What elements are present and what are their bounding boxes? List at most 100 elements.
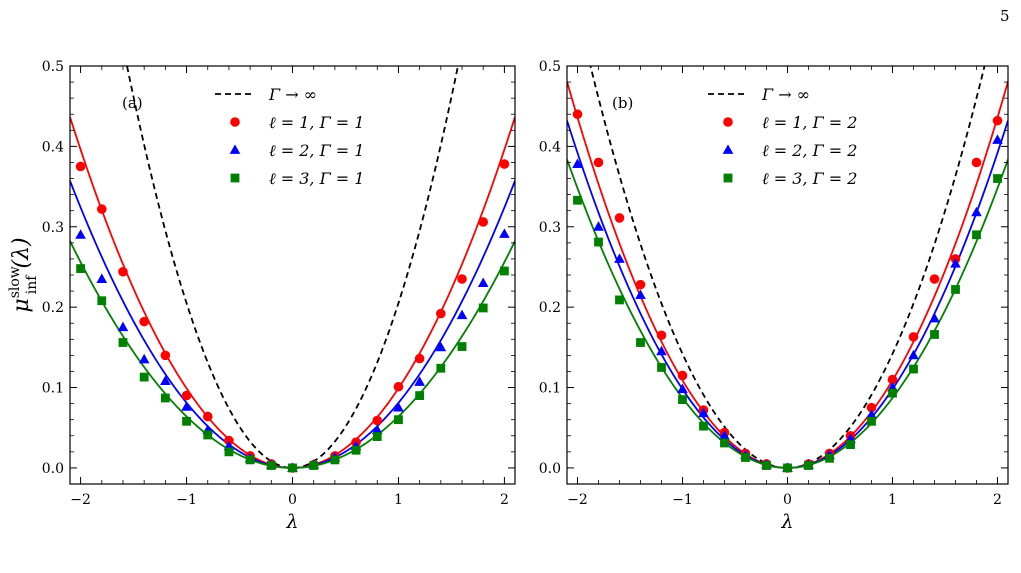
data-point-series-2 <box>992 134 1003 144</box>
data-point-series-3 <box>930 330 939 339</box>
data-point-series-3 <box>888 388 897 398</box>
data-point-series-3 <box>457 342 467 351</box>
legend: Γ → ∞ ℓ = 1, Γ = 1 ℓ = 2, Γ = 1 ℓ = 3, Γ = … <box>215 85 364 188</box>
y-tick-label: 0.4 <box>539 139 561 155</box>
data-point-series-2 <box>499 228 510 238</box>
data-point-series-2 <box>908 349 919 360</box>
data-point-series-3 <box>436 363 446 373</box>
data-point-series-3 <box>139 372 149 382</box>
data-point-series-2 <box>698 407 709 418</box>
data-point-series-3 <box>330 455 340 465</box>
x-tick-label: 2 <box>993 492 1002 508</box>
data-point-series-3 <box>573 195 582 205</box>
data-point-series-1 <box>635 279 646 290</box>
data-point-series-2 <box>393 402 404 412</box>
data-point-series-3 <box>951 285 960 294</box>
data-point-series-2 <box>477 277 489 287</box>
data-point-series-2 <box>971 206 982 217</box>
data-point-series-3 <box>762 461 771 470</box>
x-axis-label: λ <box>285 511 298 533</box>
data-point-series-3 <box>97 296 107 306</box>
data-point-series-1 <box>224 435 234 446</box>
data-point-series-2 <box>181 401 192 411</box>
data-point-series-3 <box>699 421 708 431</box>
data-point-series-1 <box>971 157 982 168</box>
data-point-series-1 <box>499 159 510 169</box>
y-tick-label: 0.3 <box>42 220 64 236</box>
data-point-series-3 <box>309 461 319 470</box>
data-point-series-3 <box>636 338 645 347</box>
data-point-series-1 <box>656 330 667 341</box>
y-tick-label: 0.5 <box>539 59 561 75</box>
data-point-series-1 <box>118 266 128 277</box>
data-point-series-2 <box>866 409 877 419</box>
data-point-series-3 <box>972 230 981 240</box>
data-point-series-1 <box>887 374 898 385</box>
legend-marker-series-3 <box>230 173 240 183</box>
data-point-series-2 <box>138 353 150 364</box>
data-point-series-1 <box>677 370 688 381</box>
data-point-series-2 <box>75 229 86 239</box>
data-point-series-1 <box>414 353 425 364</box>
x-axis-label: λ <box>780 511 793 533</box>
x-tick-label: 0 <box>783 492 792 508</box>
ticks: −2 −1 0 1 2 0.0 0.1 0.2 0.3 0.4 0.5 <box>539 59 1008 508</box>
legend-marker-series-1 <box>723 117 733 127</box>
data-point-series-2 <box>719 430 730 440</box>
data-point-series-2 <box>96 273 108 283</box>
data-point-series-3 <box>594 237 603 247</box>
data-point-series-3 <box>500 266 509 276</box>
data-point-series-3 <box>372 432 382 441</box>
data-point-series-3 <box>394 415 403 425</box>
data-point-series-1 <box>75 161 86 172</box>
data-point-series-1 <box>478 217 489 227</box>
legend-label: ℓ = 3, Γ = 2 <box>762 169 857 188</box>
x-tick-label: −1 <box>672 492 693 508</box>
fit-curve-series-2 <box>70 180 515 469</box>
legend-label: Γ → ∞ <box>268 85 317 104</box>
data-point-series-1 <box>908 332 919 342</box>
data-point-series-3 <box>804 461 813 470</box>
legend-marker-series-2 <box>229 144 241 154</box>
data-point-series-1 <box>992 115 1003 126</box>
data-point-series-1 <box>139 316 149 327</box>
data-point-series-3 <box>203 430 213 440</box>
data-point-series-2 <box>614 253 625 263</box>
fit-curve-series-1 <box>567 81 1008 469</box>
data-point-series-2 <box>371 424 383 435</box>
data-point-series-1 <box>457 274 467 284</box>
legend-marker-series-2 <box>722 144 734 154</box>
data-point-series-3 <box>678 395 687 404</box>
data-points <box>75 159 510 473</box>
data-point-series-2 <box>414 376 425 386</box>
dashed-limit-curve <box>126 66 459 469</box>
y-tick-label: 0.1 <box>539 381 561 397</box>
data-point-series-3 <box>909 364 918 374</box>
fit-curve-series-3 <box>567 159 1008 469</box>
data-point-series-3 <box>615 295 624 305</box>
data-point-series-3 <box>846 440 855 450</box>
legend-label: ℓ = 1, Γ = 2 <box>762 113 857 132</box>
data-point-series-3 <box>825 453 834 463</box>
y-axis-label: μslowinf(λ) <box>7 237 40 312</box>
data-point-series-3 <box>478 303 488 313</box>
data-point-series-1 <box>572 109 583 120</box>
data-point-series-1 <box>593 157 604 168</box>
y-tick-label: 0.2 <box>539 300 561 316</box>
fit-curve-series-3 <box>70 240 515 469</box>
y-tick-label: 0.2 <box>42 300 64 316</box>
x-tick-label: 1 <box>394 492 403 508</box>
page-number: 5 <box>1000 7 1010 25</box>
chart-panel-b: −2 −1 0 1 2 0.0 0.1 0.2 0.3 0.4 0.5 λ (b) Γ → ∞ ℓ = 1,… <box>539 59 1009 533</box>
data-point-series-2 <box>593 221 604 231</box>
x-tick-label: −2 <box>567 492 588 508</box>
x-tick-label: −1 <box>176 492 197 508</box>
chart-panel-a: −2 −1 0 1 2 0.0 0.1 0.2 0.3 0.4 0.5 λ μslowinf(λ) (a)… <box>7 59 516 533</box>
data-point-series-2 <box>117 321 129 332</box>
data-point-series-1 <box>929 274 940 284</box>
data-point-series-1 <box>393 381 404 392</box>
y-tick-label: 0.3 <box>539 220 561 236</box>
legend-label: ℓ = 2, Γ = 1 <box>269 141 364 160</box>
data-point-series-2 <box>950 258 961 268</box>
